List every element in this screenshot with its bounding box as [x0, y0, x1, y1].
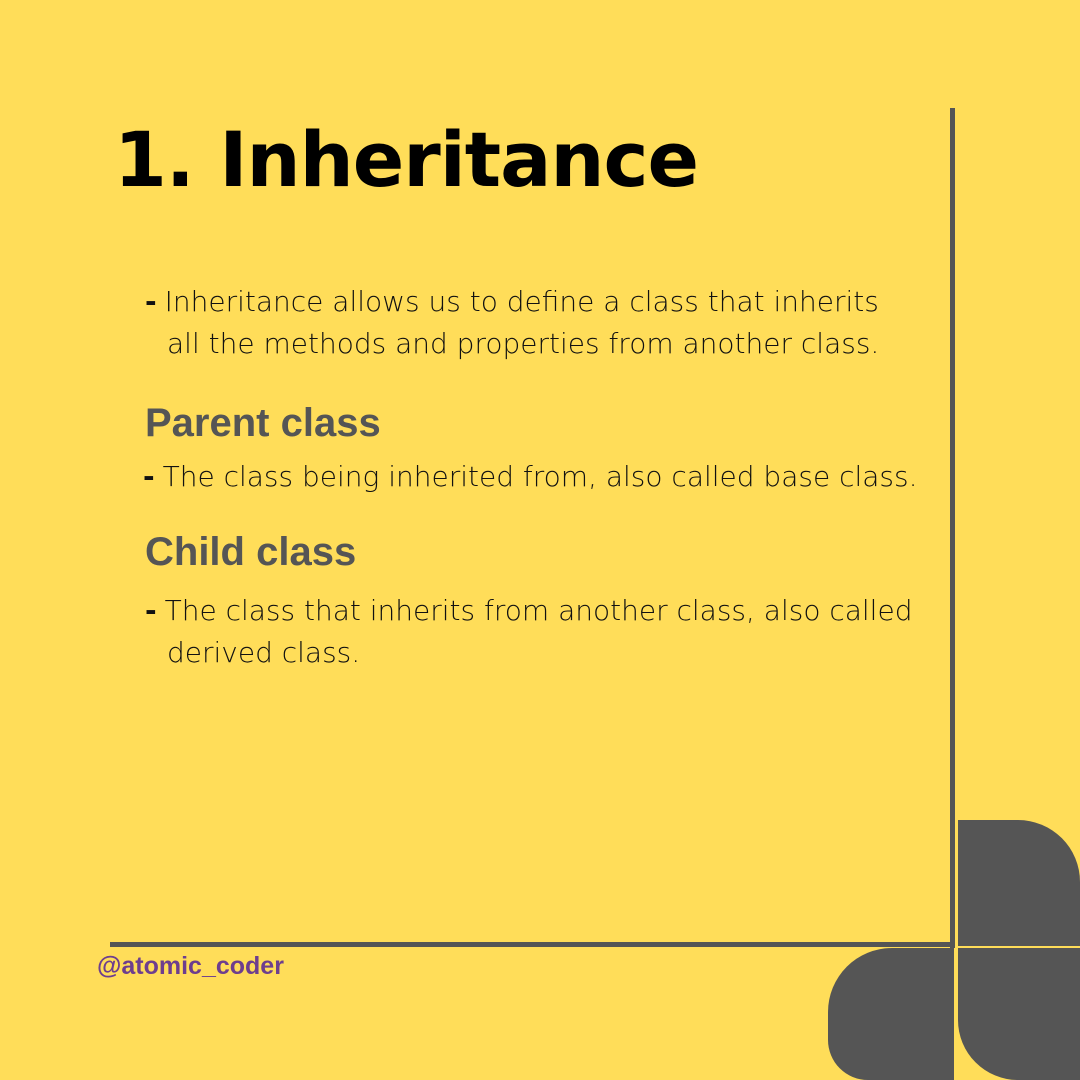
page-title: 1. Inheritance: [114, 115, 699, 204]
intro-bullet: - Inheritance allows us to define a class…: [145, 281, 879, 365]
parent-class-heading: Parent class: [145, 401, 381, 445]
author-handle: @atomic_coder: [97, 952, 284, 980]
intro-line-2: all the methods and properties from anot…: [167, 327, 880, 360]
child-class-heading: Child class: [145, 530, 357, 574]
parent-class-bullet: - The class being inherited from, also ca…: [143, 456, 918, 498]
horizontal-divider: [110, 942, 955, 947]
child-class-line-2: derived class.: [167, 636, 361, 669]
bullet-dash: -: [145, 285, 157, 318]
parent-class-description: The class being inherited from, also cal…: [162, 460, 918, 493]
intro-line-1: Inheritance allows us to define a class …: [164, 285, 879, 318]
vertical-divider: [950, 108, 955, 948]
four-petal-flower-icon: [828, 820, 1080, 1080]
petal-top-right: [958, 820, 1080, 946]
petal-bottom-right: [958, 948, 1080, 1080]
child-class-bullet: - The class that inherits from another cl…: [145, 590, 912, 674]
bullet-dash: -: [145, 594, 157, 627]
bullet-dash: -: [143, 460, 155, 493]
petal-bottom-left: [828, 948, 954, 1080]
child-class-line-1: The class that inherits from another cla…: [164, 594, 913, 627]
